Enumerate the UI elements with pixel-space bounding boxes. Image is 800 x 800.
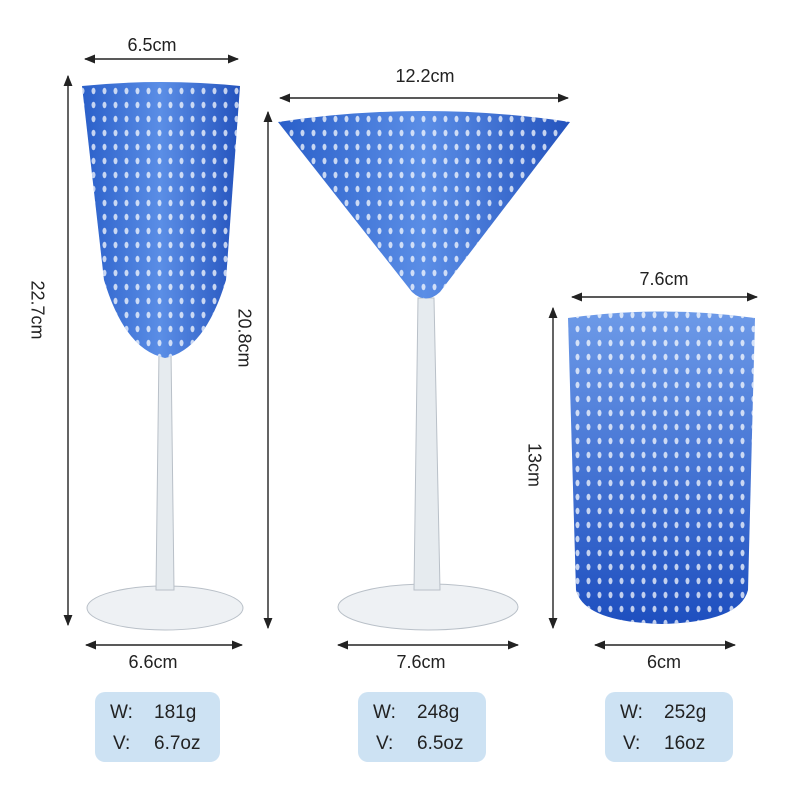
dimension-label: 12.2cm [395, 66, 454, 86]
info-box: W: 181g V: 6.7oz [95, 692, 220, 762]
volume: 16oz [664, 733, 705, 754]
dimension-label: 22.7cm [27, 280, 47, 339]
volume: 6.5oz [417, 733, 463, 754]
tumbler-glass [568, 311, 755, 624]
volume-label: V: [376, 733, 393, 754]
info-box: W: 248g V: 6.5oz [358, 692, 486, 762]
weight: 181g [154, 702, 196, 723]
dimension-label: 6.5cm [127, 35, 176, 55]
dimension-label: 6.6cm [128, 652, 177, 672]
info-box: W: 252g V: 16oz [605, 692, 733, 762]
volume-label: V: [623, 733, 640, 754]
weight: 252g [664, 702, 706, 723]
volume-label: V: [113, 733, 130, 754]
dimension-label: 6cm [647, 652, 681, 672]
weight-label: W: [373, 702, 396, 723]
martini-glass [278, 111, 570, 631]
dimension-label: 7.6cm [396, 652, 445, 672]
flute-glass [82, 82, 244, 631]
dimension-label: 13cm [524, 443, 544, 487]
volume: 6.7oz [154, 733, 200, 754]
weight-label: W: [620, 702, 643, 723]
weight-label: W: [110, 702, 133, 723]
dimension-label: 7.6cm [639, 269, 688, 289]
weight: 248g [417, 702, 459, 723]
dimension-label: 20.8cm [234, 308, 254, 367]
